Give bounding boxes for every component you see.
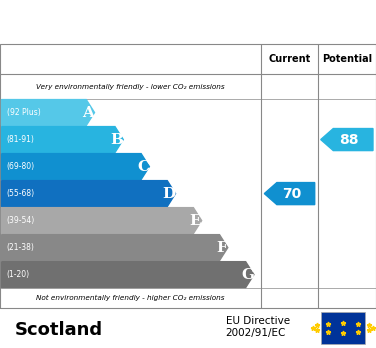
Text: (92 Plus): (92 Plus) — [7, 108, 41, 117]
Text: EU Directive
2002/91/EC: EU Directive 2002/91/EC — [226, 316, 290, 338]
Polygon shape — [2, 153, 149, 180]
Text: Current: Current — [268, 54, 311, 64]
Polygon shape — [2, 262, 254, 287]
Text: Potential: Potential — [322, 54, 372, 64]
Text: (39-54): (39-54) — [7, 216, 35, 225]
Text: D: D — [162, 187, 176, 200]
Text: 88: 88 — [339, 133, 358, 147]
Text: C: C — [137, 160, 149, 174]
Text: Scotland: Scotland — [15, 321, 103, 339]
Polygon shape — [321, 128, 373, 151]
Polygon shape — [2, 181, 176, 207]
Text: (1-20): (1-20) — [7, 270, 30, 279]
Text: E: E — [190, 214, 201, 228]
Polygon shape — [264, 183, 315, 205]
Text: 70: 70 — [282, 187, 301, 200]
Text: Very environmentally friendly - lower CO₂ emissions: Very environmentally friendly - lower CO… — [36, 84, 225, 89]
FancyBboxPatch shape — [321, 311, 365, 345]
Text: (69-80): (69-80) — [7, 162, 35, 171]
Text: G: G — [241, 268, 254, 282]
Text: (81-91): (81-91) — [7, 135, 35, 144]
Text: Not environmentally friendly - higher CO₂ emissions: Not environmentally friendly - higher CO… — [36, 295, 225, 301]
Text: F: F — [216, 240, 227, 255]
Polygon shape — [2, 127, 123, 152]
Text: (55-68): (55-68) — [7, 189, 35, 198]
Polygon shape — [2, 235, 228, 261]
Text: (21-38): (21-38) — [7, 243, 35, 252]
Polygon shape — [2, 208, 202, 234]
Text: A: A — [82, 105, 94, 120]
Text: Environmental Impact (CO₂) Rating: Environmental Impact (CO₂) Rating — [43, 14, 333, 29]
Polygon shape — [2, 100, 94, 126]
Text: B: B — [111, 133, 123, 147]
